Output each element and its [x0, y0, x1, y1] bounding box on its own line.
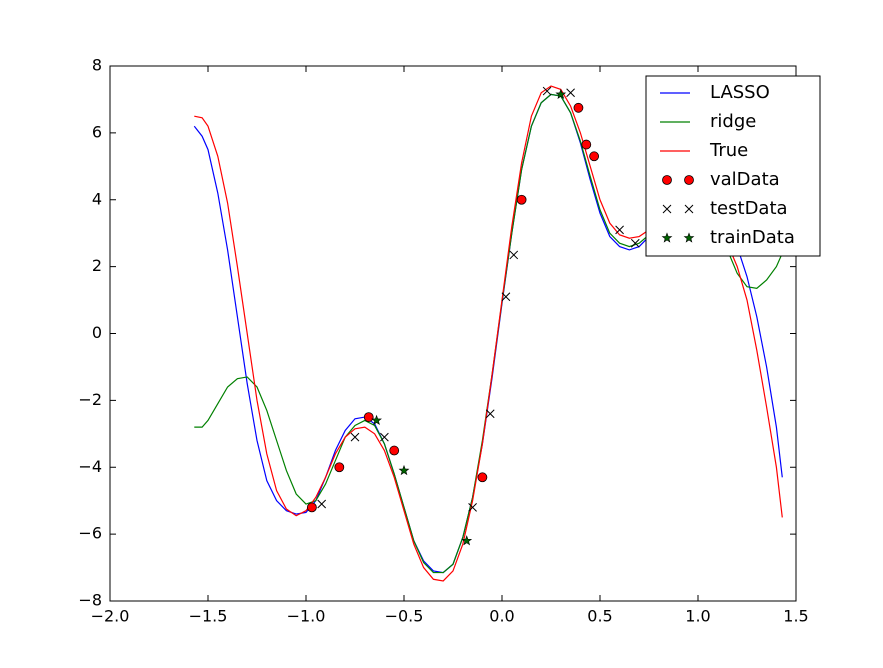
marker	[363, 412, 374, 422]
y-tick-label: 6	[92, 122, 102, 141]
marker	[485, 409, 495, 419]
marker	[573, 102, 584, 113]
marker	[389, 445, 400, 456]
x-tick-label: 1.5	[783, 607, 808, 626]
marker	[516, 194, 527, 205]
marker	[334, 462, 345, 473]
marker	[509, 250, 519, 260]
legend-label: testData	[710, 198, 788, 219]
marker	[468, 503, 477, 512]
marker	[542, 86, 552, 96]
x-tick-label: 0.0	[489, 607, 514, 626]
x-tick-label: 0.5	[587, 607, 612, 626]
x-tick-label: 1.0	[685, 607, 710, 626]
marker	[501, 292, 511, 302]
y-tick-label: −4	[78, 457, 102, 476]
y-tick-label: 4	[92, 189, 102, 208]
x-tick-label: −1.0	[287, 607, 326, 626]
legend: LASSO ridge True valData testData trainData	[645, 75, 821, 257]
marker	[371, 414, 382, 426]
y-tick-label: 0	[92, 323, 102, 342]
y-tick-label: −6	[78, 524, 102, 543]
marker	[350, 432, 360, 442]
marker	[683, 232, 695, 243]
legend-label: valData	[710, 169, 780, 190]
x-tick-label: −2.0	[91, 607, 130, 626]
y-tick-label: 8	[92, 56, 102, 75]
legend-label: ridge	[710, 111, 756, 132]
marker	[566, 88, 575, 98]
marker	[684, 204, 694, 214]
marker	[306, 502, 317, 513]
x-tick-label: −0.5	[385, 607, 424, 626]
marker	[615, 225, 624, 235]
marker	[684, 175, 694, 185]
marker	[662, 204, 672, 214]
marker	[317, 499, 327, 509]
y-tick-label: 2	[92, 256, 102, 275]
marker	[555, 88, 567, 100]
marker	[661, 232, 673, 243]
marker	[589, 151, 600, 162]
marker	[461, 535, 473, 546]
marker	[398, 464, 410, 476]
x-tick-label: −1.5	[189, 607, 228, 626]
legend-label: trainData	[710, 227, 795, 248]
legend-label: True	[709, 140, 748, 161]
legend-box	[645, 75, 821, 257]
legend-label: LASSO	[710, 82, 770, 103]
marker	[477, 472, 488, 483]
marker	[380, 432, 389, 442]
marker	[662, 175, 672, 185]
y-tick-label: −2	[78, 390, 102, 409]
marker	[630, 238, 640, 248]
y-tick-label: −8	[78, 591, 102, 610]
marker	[581, 139, 592, 150]
